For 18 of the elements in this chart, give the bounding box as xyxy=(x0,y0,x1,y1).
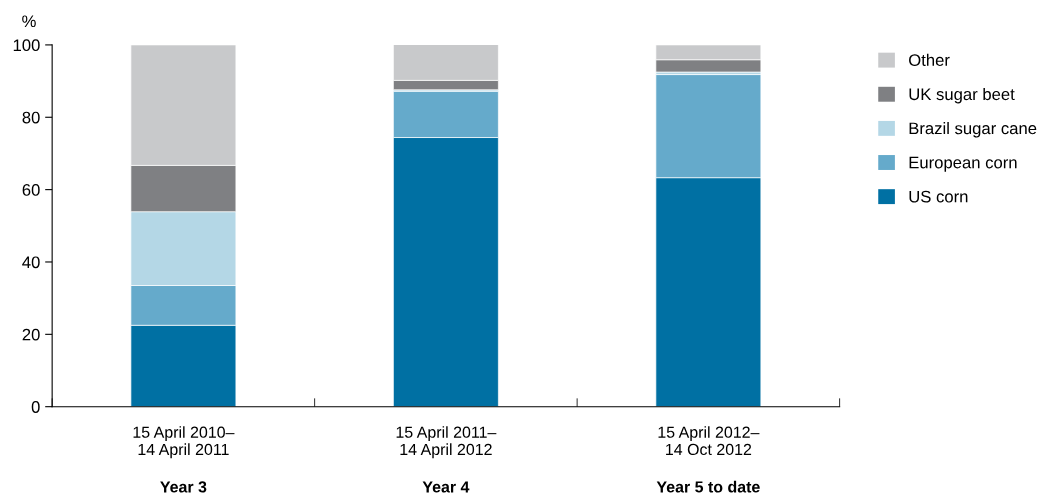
y-tick-label: 100 xyxy=(13,39,40,52)
x-tick-label: 15 April 2010– 14 April 2011 xyxy=(133,426,235,459)
y-tick-label: 0 xyxy=(31,401,40,413)
y-tick-label: 60 xyxy=(22,184,40,196)
legend-label: US corn xyxy=(909,190,968,203)
x-tick-label: 15 April 2011– 14 April 2012 xyxy=(396,426,497,459)
legend-label: European corn xyxy=(909,156,1017,172)
text: Year 3 xyxy=(160,481,207,493)
text: Year 4 xyxy=(422,481,470,493)
text: Year 5 to date xyxy=(656,480,760,493)
legend-label: Brazil sugar cane xyxy=(909,122,1037,138)
y-tick-label: 20 xyxy=(22,328,40,341)
legend-label: UK sugar beet xyxy=(909,87,1015,104)
y-tick-label: 80 xyxy=(22,111,40,124)
legend-label: Other xyxy=(909,53,950,67)
x-tick-label: 15 April 2012– 14 Oct 2012 xyxy=(658,426,760,456)
y-axis-title: % xyxy=(22,15,36,28)
y-tick-label: 40 xyxy=(22,256,40,269)
